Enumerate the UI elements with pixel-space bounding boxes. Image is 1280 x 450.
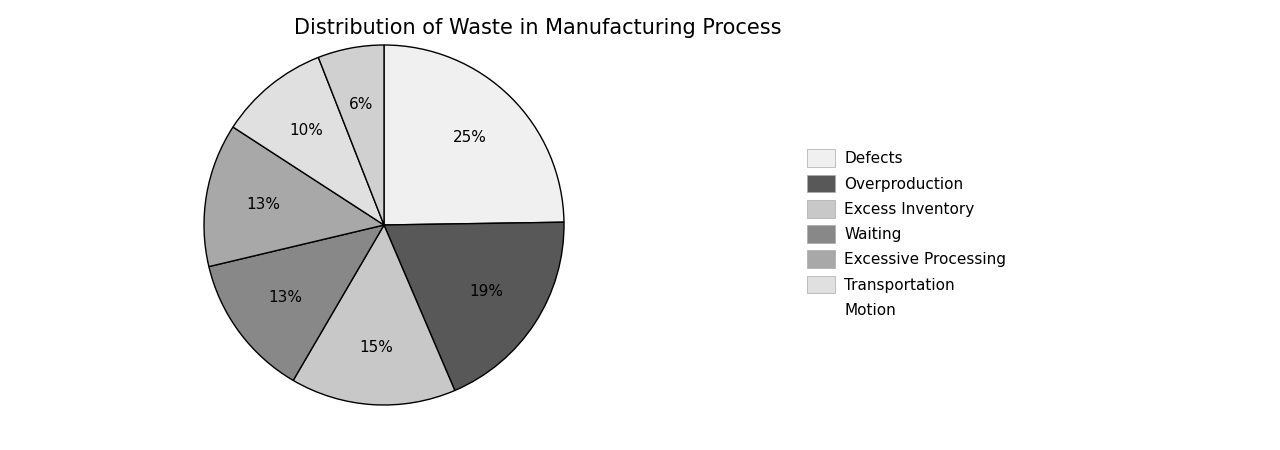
Text: 13%: 13% — [269, 290, 302, 306]
Text: 6%: 6% — [349, 97, 374, 112]
Text: 15%: 15% — [360, 340, 393, 355]
Wedge shape — [319, 45, 384, 225]
Wedge shape — [384, 45, 564, 225]
Text: 10%: 10% — [289, 123, 324, 138]
Wedge shape — [233, 58, 384, 225]
Wedge shape — [204, 127, 384, 266]
Wedge shape — [384, 222, 564, 391]
Wedge shape — [209, 225, 384, 380]
Text: 13%: 13% — [246, 197, 280, 212]
Text: 25%: 25% — [453, 130, 486, 145]
Text: Distribution of Waste in Manufacturing Process: Distribution of Waste in Manufacturing P… — [294, 18, 781, 38]
Text: 19%: 19% — [470, 284, 504, 299]
Wedge shape — [293, 225, 454, 405]
Legend: Defects, Overproduction, Excess Inventory, Waiting, Excessive Processing, Transp: Defects, Overproduction, Excess Inventor… — [801, 143, 1012, 325]
